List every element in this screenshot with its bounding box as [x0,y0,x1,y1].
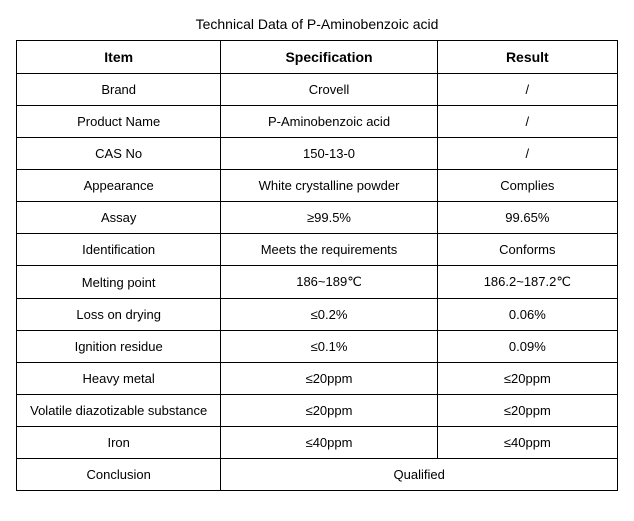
cell-specification: White crystalline powder [221,170,437,202]
cell-result: ≤20ppm [437,395,617,427]
table-body: Brand Crovell / Product Name P-Aminobenz… [17,74,618,491]
table-row: Iron ≤40ppm ≤40ppm [17,427,618,459]
table-row: Heavy metal ≤20ppm ≤20ppm [17,363,618,395]
table-row: CAS No 150-13-0 / [17,138,618,170]
cell-item: Assay [17,202,221,234]
table-row: Melting point 186~189℃ 186.2~187.2℃ [17,266,618,299]
cell-specification: ≤40ppm [221,427,437,459]
cell-item: Heavy metal [17,363,221,395]
cell-result: 99.65% [437,202,617,234]
cell-result: Complies [437,170,617,202]
cell-result: ≤40ppm [437,427,617,459]
cell-item: Iron [17,427,221,459]
table-row: Identification Meets the requirements Co… [17,234,618,266]
cell-result: 0.06% [437,299,617,331]
cell-specification: ≥99.5% [221,202,437,234]
cell-result: / [437,138,617,170]
cell-specification: ≤20ppm [221,363,437,395]
header-result: Result [437,41,617,74]
conclusion-value: Qualified [221,459,618,491]
cell-result: 186.2~187.2℃ [437,266,617,299]
cell-specification: P-Aminobenzoic acid [221,106,437,138]
table-row: Product Name P-Aminobenzoic acid / [17,106,618,138]
cell-specification: ≤0.2% [221,299,437,331]
header-item: Item [17,41,221,74]
cell-specification: Crovell [221,74,437,106]
cell-specification: Meets the requirements [221,234,437,266]
cell-specification: 150-13-0 [221,138,437,170]
cell-item: Appearance [17,170,221,202]
cell-item: Melting point [17,266,221,299]
table-title: Technical Data of P-Aminobenzoic acid [16,16,618,32]
cell-item: Loss on drying [17,299,221,331]
cell-item: Product Name [17,106,221,138]
cell-specification: 186~189℃ [221,266,437,299]
conclusion-label: Conclusion [17,459,221,491]
cell-item: Ignition residue [17,331,221,363]
table-row: Ignition residue ≤0.1% 0.09% [17,331,618,363]
header-row: Item Specification Result [17,41,618,74]
table-row: Volatile diazotizable substance ≤20ppm ≤… [17,395,618,427]
table-row: Brand Crovell / [17,74,618,106]
cell-item: Identification [17,234,221,266]
cell-item: Brand [17,74,221,106]
conclusion-row: Conclusion Qualified [17,459,618,491]
cell-result: / [437,74,617,106]
table-row: Assay ≥99.5% 99.65% [17,202,618,234]
data-table: Item Specification Result Brand Crovell … [16,40,618,491]
cell-specification: ≤20ppm [221,395,437,427]
header-specification: Specification [221,41,437,74]
table-row: Appearance White crystalline powder Comp… [17,170,618,202]
cell-result: ≤20ppm [437,363,617,395]
cell-item: Volatile diazotizable substance [17,395,221,427]
cell-result: / [437,106,617,138]
cell-result: Conforms [437,234,617,266]
cell-specification: ≤0.1% [221,331,437,363]
cell-result: 0.09% [437,331,617,363]
table-row: Loss on drying ≤0.2% 0.06% [17,299,618,331]
cell-item: CAS No [17,138,221,170]
